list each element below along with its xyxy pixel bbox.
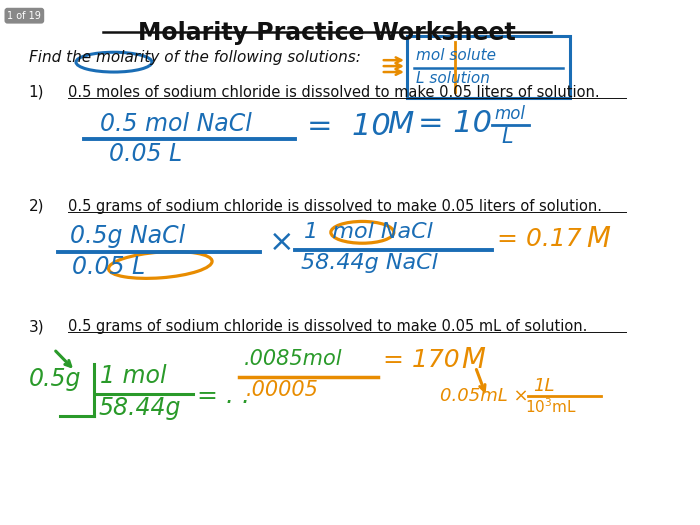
Text: 0.05mL ×: 0.05mL ×	[440, 387, 528, 405]
Text: 0.5 mol NaCl: 0.5 mol NaCl	[100, 112, 252, 135]
Text: Molarity Practice Worksheet: Molarity Practice Worksheet	[139, 20, 516, 45]
Text: 0.05 L: 0.05 L	[72, 255, 146, 279]
Text: 2): 2)	[29, 198, 44, 214]
Text: Find the molarity of the following solutions:: Find the molarity of the following solut…	[29, 50, 360, 65]
Text: 0.5g: 0.5g	[29, 367, 81, 391]
Text: = 170: = 170	[383, 348, 459, 372]
Text: 1  mol NaCl: 1 mol NaCl	[304, 223, 433, 243]
Text: L solution: L solution	[416, 71, 490, 86]
Text: .00005: .00005	[246, 380, 318, 400]
Text: mol solute: mol solute	[416, 48, 496, 64]
Text: 58.44g NaCl: 58.44g NaCl	[301, 253, 438, 273]
Text: = 10: = 10	[418, 109, 492, 138]
Text: 0.5 grams of sodium chloride is dissolved to make 0.05 mL of solution.: 0.5 grams of sodium chloride is dissolve…	[68, 319, 587, 334]
Text: $10^3$mL: $10^3$mL	[524, 397, 577, 416]
Text: = . .: = . .	[197, 384, 251, 408]
Text: 0.5 moles of sodium chloride is dissolved to make 0.05 liters of solution.: 0.5 moles of sodium chloride is dissolve…	[68, 85, 599, 100]
Text: = 0.17: = 0.17	[497, 227, 581, 251]
Text: 1 of 19: 1 of 19	[8, 10, 41, 20]
Text: ×: ×	[269, 228, 294, 257]
Text: L: L	[501, 128, 513, 148]
Text: 1 mol: 1 mol	[100, 364, 167, 388]
Text: 0.5g NaCl: 0.5g NaCl	[69, 224, 185, 248]
Text: M: M	[387, 110, 414, 139]
Text: .0085mol: .0085mol	[244, 349, 342, 369]
Text: 58.44g: 58.44g	[98, 395, 181, 419]
Text: 3): 3)	[29, 319, 44, 334]
Text: 1): 1)	[29, 85, 44, 100]
Text: mol: mol	[494, 104, 525, 123]
Text: M: M	[461, 346, 486, 374]
Text: M: M	[587, 225, 610, 254]
Text: =  10: = 10	[307, 112, 391, 141]
Text: 1L: 1L	[533, 377, 554, 395]
Text: 0.05 L: 0.05 L	[109, 142, 183, 166]
Text: 0.5 grams of sodium chloride is dissolved to make 0.05 liters of solution.: 0.5 grams of sodium chloride is dissolve…	[68, 198, 601, 214]
FancyBboxPatch shape	[407, 36, 570, 98]
